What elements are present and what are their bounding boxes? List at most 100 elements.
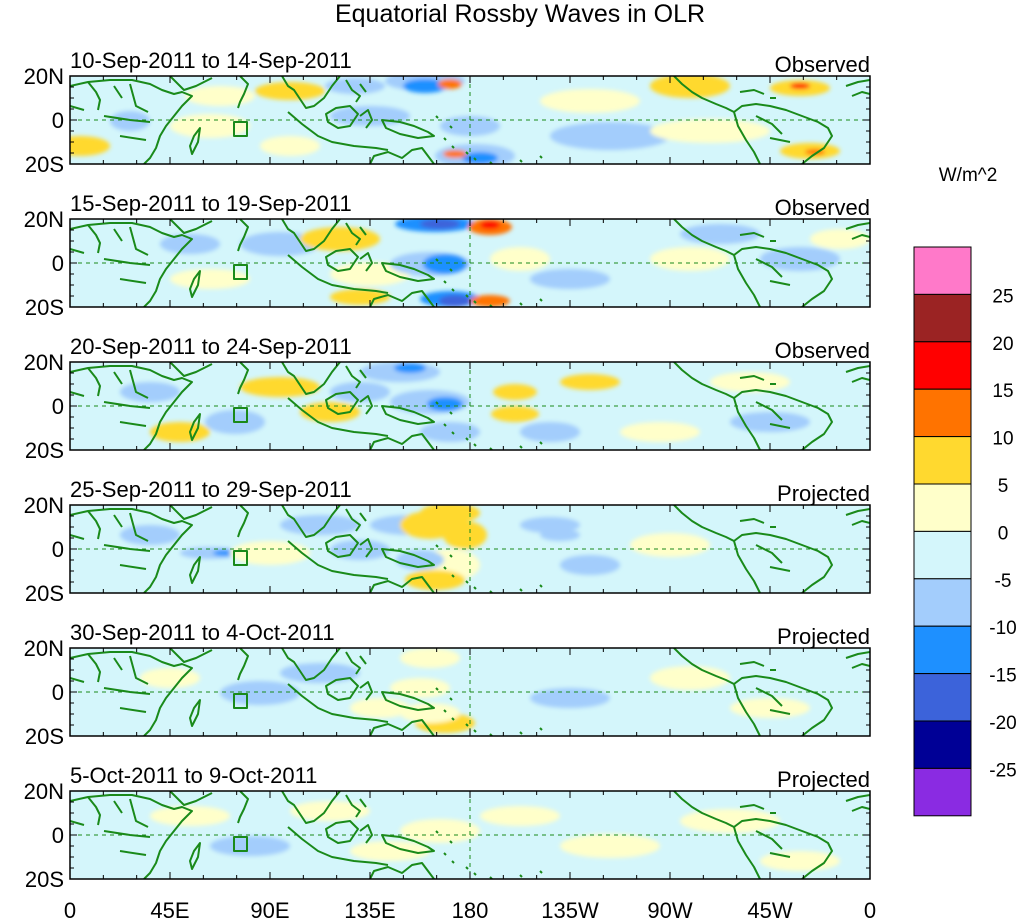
- anomaly-region: [650, 247, 730, 271]
- anomaly-region: [255, 82, 325, 100]
- anomaly-region: [650, 666, 730, 690]
- anomaly-region: [480, 806, 560, 826]
- colorbar-level-label: 15: [992, 381, 1013, 402]
- colorbar-swatch: [913, 341, 972, 390]
- colorbar-level-label: 0: [998, 523, 1009, 544]
- latitude-tick-label: 20N: [24, 350, 64, 375]
- panel-kind-label: Observed: [775, 52, 870, 77]
- colorbar-swatch: [913, 720, 972, 769]
- anomaly-region: [427, 397, 463, 411]
- anomaly-region: [540, 89, 640, 113]
- latitude-tick-label: 0: [52, 823, 64, 848]
- anomaly-region: [240, 232, 320, 256]
- anomaly-region: [650, 119, 770, 143]
- anomaly-region: [470, 295, 510, 307]
- colorbar-level-label: 20: [992, 334, 1013, 355]
- anomaly-region: [185, 86, 255, 106]
- colorbar-swatch: [913, 483, 972, 532]
- anomaly-region: [790, 83, 810, 89]
- latitude-tick-label: 0: [52, 108, 64, 133]
- map-panel: 20-Sep-2011 to 24-Sep-2011 Observed 20N 0 20…: [24, 334, 871, 463]
- latitude-tick-label: 20N: [24, 636, 64, 661]
- anomaly-region: [420, 219, 460, 229]
- anomaly-region: [330, 289, 390, 305]
- colorbar-swatch: [913, 436, 972, 485]
- longitude-tick-label: 90W: [647, 898, 692, 923]
- anomaly-region: [438, 79, 462, 89]
- latitude-tick-label: 20N: [24, 64, 64, 89]
- anomaly-region: [560, 834, 660, 858]
- panel-date-range: 10-Sep-2011 to 14-Sep-2011: [70, 48, 352, 73]
- panel-date-range: 20-Sep-2011 to 24-Sep-2011: [70, 334, 352, 359]
- anomaly-region: [443, 150, 467, 158]
- anomaly-region: [560, 374, 620, 390]
- figure-title: Equatorial Rossby Waves in OLR: [335, 0, 705, 28]
- anomaly-region: [710, 372, 790, 392]
- anomaly-region: [405, 570, 465, 590]
- longitude-tick-label: 45W: [747, 898, 792, 923]
- anomaly-region: [423, 254, 467, 274]
- anomaly-region: [240, 377, 320, 397]
- map-panel: 15-Sep-2011 to 19-Sep-2011 Observed 20N 0 20…: [24, 191, 871, 320]
- map-panel: 10-Sep-2011 to 14-Sep-2011 Observed 20N 0 20…: [24, 48, 871, 177]
- anomaly-region: [540, 529, 580, 541]
- longitude-tick-label: 0: [64, 898, 76, 923]
- colorbar-swatch: [913, 767, 972, 817]
- anomaly-region: [630, 533, 710, 557]
- anomaly-region: [400, 648, 460, 668]
- panel-date-range: 25-Sep-2011 to 29-Sep-2011: [70, 477, 352, 502]
- colorbar-level-label: -15: [989, 666, 1016, 687]
- anomaly-region: [170, 114, 250, 138]
- latitude-tick-label: 0: [52, 537, 64, 562]
- anomaly-region: [400, 819, 480, 843]
- latitude-tick-label: 0: [52, 251, 64, 276]
- map-panel: 25-Sep-2011 to 29-Sep-2011 Projected 20N 0 2…: [24, 477, 871, 606]
- anomaly-region: [491, 406, 539, 422]
- panel-kind-label: Observed: [775, 338, 870, 363]
- anomaly-region: [730, 412, 810, 432]
- anomaly-region: [520, 517, 580, 533]
- anomaly-region: [230, 541, 310, 565]
- colorbar-level-label: 10: [992, 429, 1013, 450]
- colorbar-level-label: -5: [995, 571, 1012, 592]
- longitude-tick-label: 135W: [541, 898, 599, 923]
- anomaly-region: [420, 422, 480, 442]
- colorbar-swatch: [913, 625, 972, 675]
- anomaly-region: [70, 136, 110, 156]
- latitude-tick-label: 20N: [24, 493, 64, 518]
- colorbar-swatch: [913, 530, 972, 580]
- longitude-tick-label: 180: [452, 898, 489, 923]
- latitude-tick-label: 20N: [24, 207, 64, 232]
- anomaly-region: [390, 678, 450, 698]
- longitude-tick-label: 45E: [150, 898, 189, 923]
- anomaly-region: [403, 79, 447, 93]
- anomaly-region: [400, 703, 460, 723]
- colorbar-level-label: 5: [998, 476, 1009, 497]
- anomaly-region: [330, 382, 390, 402]
- anomaly-region: [420, 505, 480, 523]
- panels: 10-Sep-2011 to 14-Sep-2011 Observed 20N 0 20…: [24, 48, 871, 892]
- anomaly-region: [140, 668, 200, 688]
- latitude-tick-label: 20S: [25, 724, 64, 749]
- panel-date-range: 30-Sep-2011 to 4-Oct-2011: [70, 620, 335, 645]
- anomaly-region: [530, 688, 610, 708]
- latitude-tick-label: 20S: [25, 152, 64, 177]
- anomaly-region: [300, 402, 360, 422]
- longitude-tick-label: 135E: [344, 898, 395, 923]
- colorbar-level-label: 25: [992, 286, 1013, 307]
- anomaly-region: [120, 382, 180, 402]
- latitude-tick-label: 0: [52, 680, 64, 705]
- colorbar-level-label: -20: [989, 713, 1016, 734]
- anomaly-region: [810, 229, 870, 249]
- anomaly-region: [220, 681, 300, 705]
- panel-date-range: 5-Oct-2011 to 9-Oct-2011: [70, 763, 317, 788]
- anomaly-region: [300, 227, 380, 251]
- anomaly-region: [394, 363, 426, 373]
- anomaly-region: [170, 269, 250, 289]
- anomaly-region: [443, 521, 487, 549]
- anomaly-region: [350, 841, 430, 861]
- anomaly-region: [493, 384, 537, 400]
- latitude-tick-label: 20S: [25, 295, 64, 320]
- anomaly-region: [260, 136, 320, 156]
- anomaly-region: [490, 247, 550, 271]
